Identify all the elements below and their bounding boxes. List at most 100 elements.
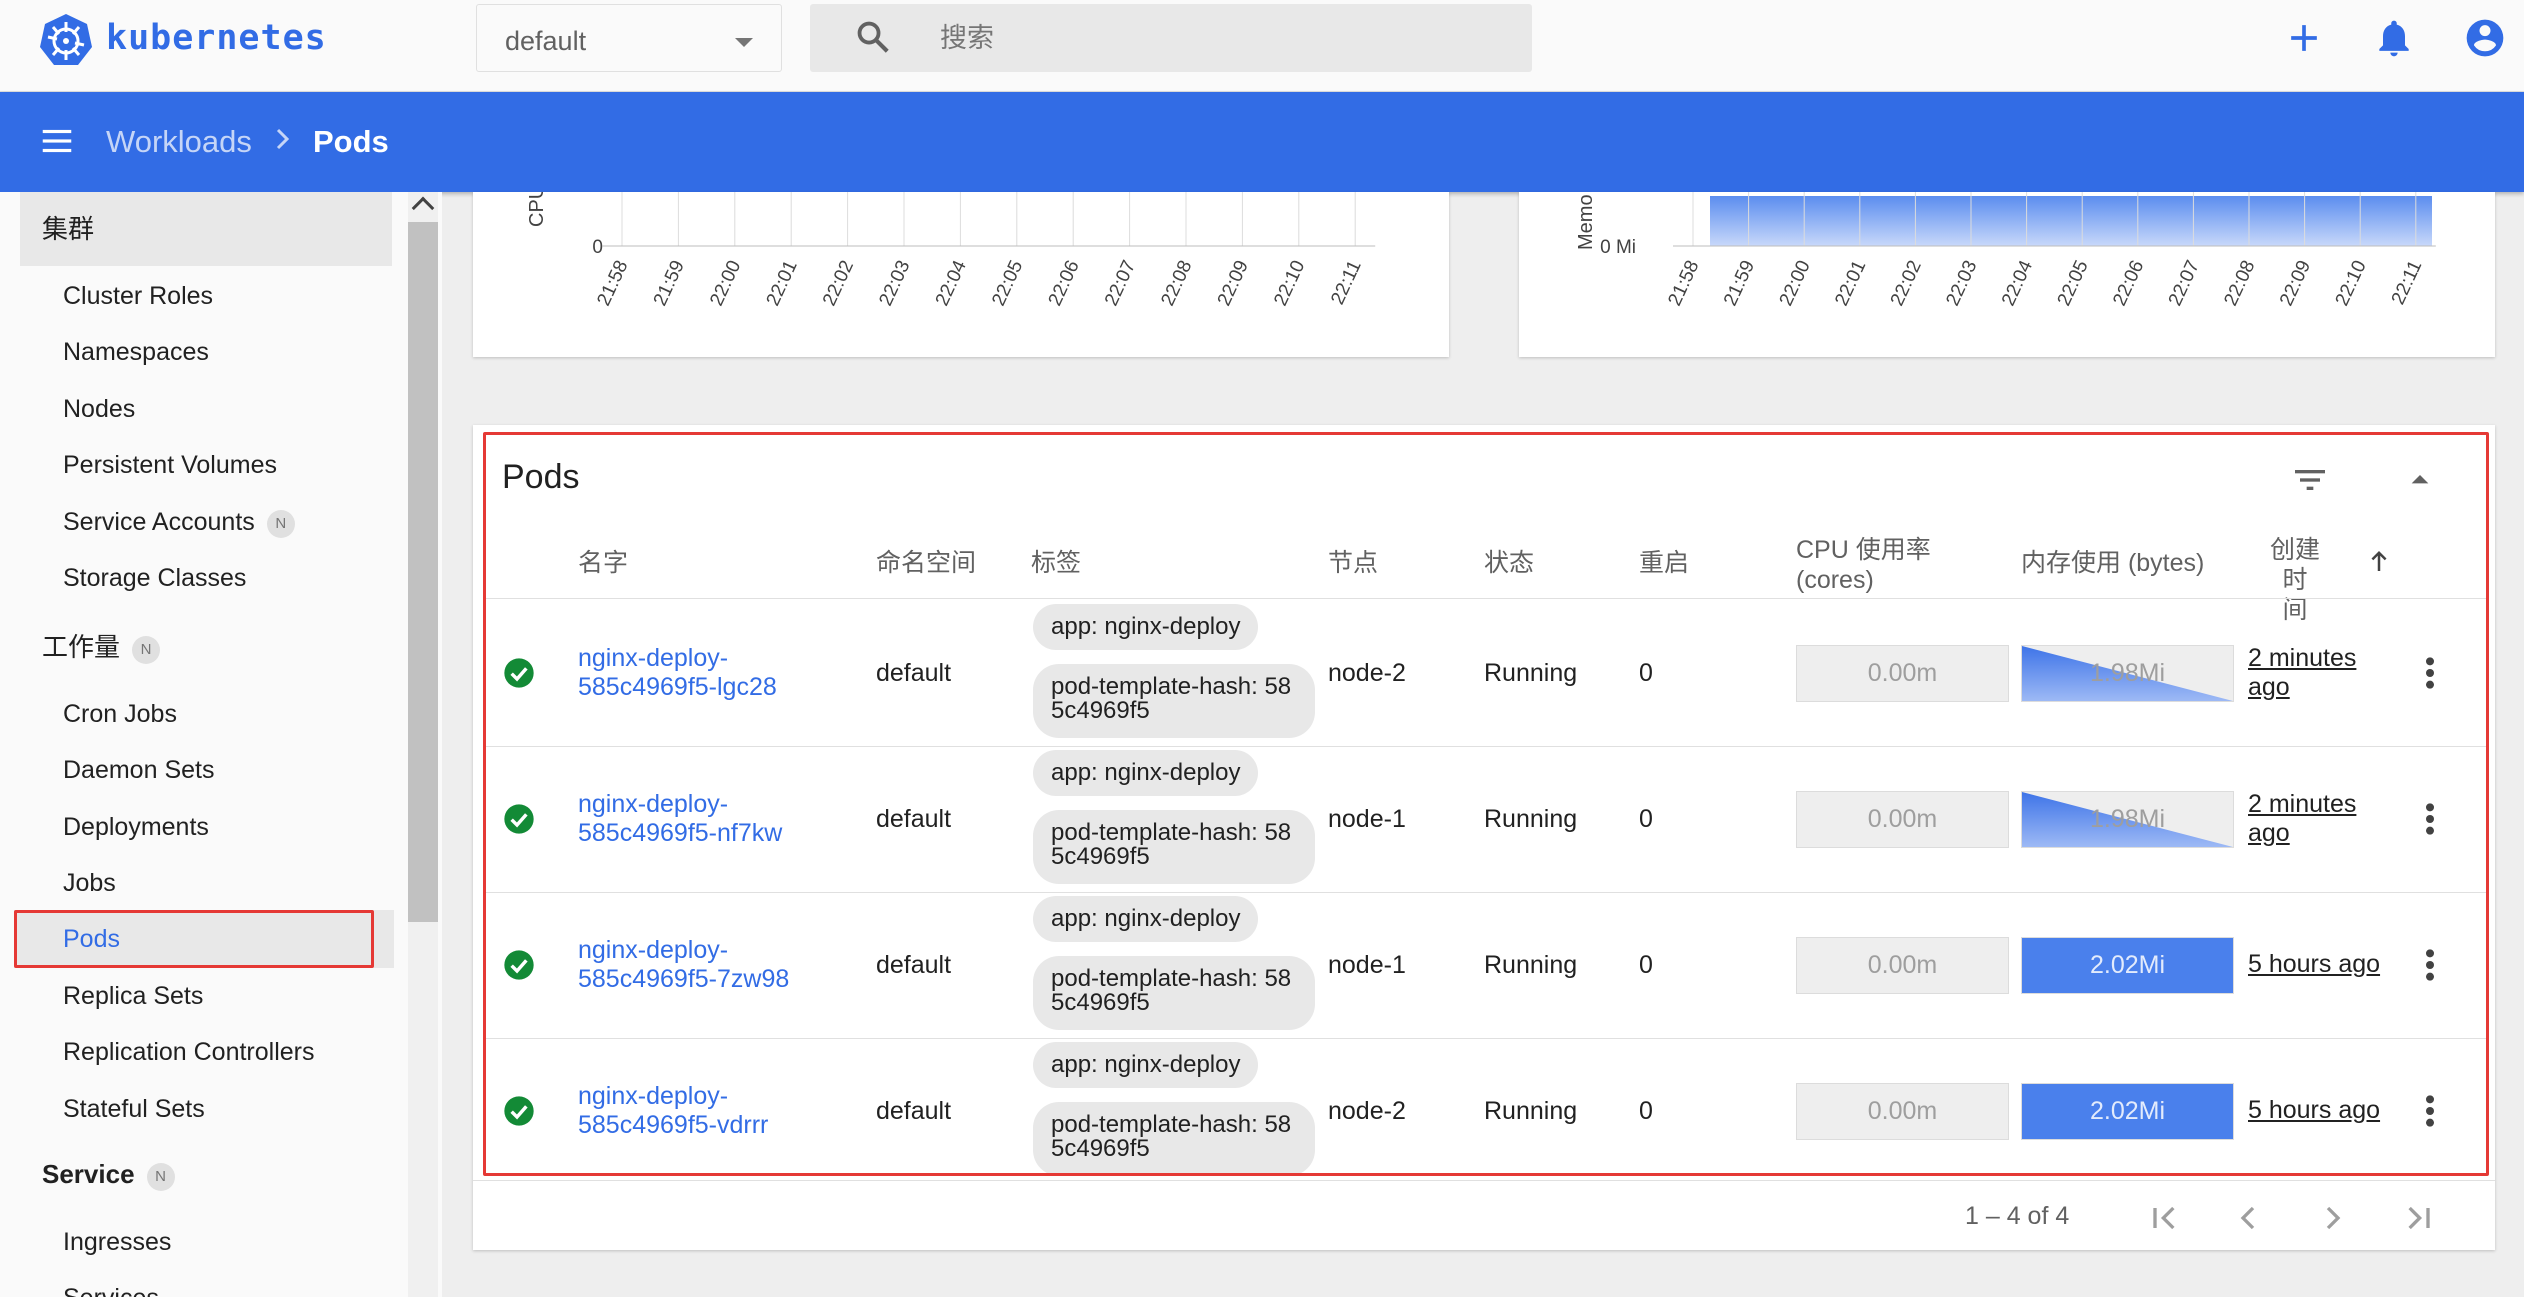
pod-name-line2: 585c4969f5-7zw98 [578, 965, 790, 993]
mem-chart-ytick: 0 Mi [1600, 237, 1636, 258]
search-input[interactable] [940, 18, 1500, 58]
memory-sparkline [2022, 1084, 2233, 1139]
col-header-cpu: CPU 使用率 (cores) [1796, 535, 1931, 595]
sidebar-section-label: 工作量 [42, 632, 121, 662]
breadcrumb-workloads[interactable]: Workloads [106, 124, 252, 159]
pod-namespace: default [876, 659, 952, 687]
plus-icon[interactable] [2282, 16, 2326, 60]
row-divider [486, 892, 2486, 893]
cpu-chart-grid [602, 192, 1376, 247]
sidebar-item-persistent-volumes[interactable]: Persistent Volumes [63, 451, 277, 479]
cpu-usage-sparkline: 0.00m [1796, 645, 2009, 702]
sidebar-scrollbar[interactable] [408, 192, 438, 1297]
sidebar-item-pods[interactable]: Pods [63, 925, 120, 953]
sidebar-pods-highlight [14, 910, 374, 968]
namespace-value: default [505, 26, 587, 56]
sidebar-section-workloads[interactable]: 工作量 N [20, 610, 392, 684]
menu-icon[interactable] [38, 122, 76, 160]
col-header-created[interactable]: 创建时 间 [2258, 535, 2332, 625]
age-line2: ago [2248, 819, 2290, 847]
search-bar [810, 4, 1532, 72]
sidebar-section-service[interactable]: Service N [20, 1137, 392, 1211]
breadcrumb-current: Pods [313, 124, 389, 159]
pod-name-link[interactable]: nginx-deploy- 585c4969f5-7zw98 [578, 936, 789, 994]
sidebar-item-storage-classes[interactable]: Storage Classes [63, 564, 247, 592]
label-chip: pod-template-hash: 585c4969f5 [1033, 810, 1315, 884]
namespace-select[interactable]: default [476, 4, 782, 72]
col-header-status[interactable]: 状态 [1484, 549, 1535, 577]
pod-name-link[interactable]: nginx-deploy- 585c4969f5-nf7kw [578, 790, 782, 848]
sidebar-item-cluster-roles[interactable]: Cluster Roles [63, 282, 214, 310]
sort-ascending-icon[interactable] [2364, 546, 2394, 576]
chart-xtick: 22:01 [1831, 257, 1870, 309]
sidebar-item-daemon-sets[interactable]: Daemon Sets [63, 756, 215, 784]
cpu-chart-ylabel: CPU [526, 192, 548, 227]
sidebar-item-replication-controllers[interactable]: Replication Controllers [63, 1038, 315, 1066]
chevron-down-icon [735, 38, 753, 47]
sidebar-section-label: Service [42, 1159, 135, 1189]
sidebar-item-cron-jobs[interactable]: Cron Jobs [63, 700, 177, 728]
label-chip: pod-template-hash: 585c4969f5 [1033, 956, 1315, 1030]
sidebar-item-service-accounts[interactable]: Service Accounts N [63, 502, 295, 542]
pod-namespace: default [876, 1097, 952, 1125]
pod-age-link[interactable]: 2 minutes ago [2248, 790, 2356, 848]
more-vert-icon[interactable] [2418, 799, 2442, 839]
col-header-namespace[interactable]: 命名空间 [876, 549, 977, 577]
pod-age-link[interactable]: 5 hours ago [2248, 950, 2380, 979]
chart-xtick: 22:06 [1045, 257, 1084, 309]
memory-usage-card: Memo 0 Mi 21:58 21:59 22:00 22:01 22:02 22:03… [1519, 192, 2495, 357]
sidebar-item-services[interactable]: Services [63, 1278, 159, 1297]
check-circle-icon [504, 658, 534, 688]
label-chip: app: nginx-deploy [1033, 896, 1259, 942]
more-vert-icon[interactable] [2418, 653, 2442, 693]
pod-name-link[interactable]: nginx-deploy- 585c4969f5-lgc28 [578, 644, 777, 702]
memory-sparkline [2022, 792, 2233, 847]
memory-usage-box: 1.98Mi [2021, 645, 2234, 702]
col-header-restarts[interactable]: 重启 [1639, 549, 1690, 577]
sidebar-item-deployments[interactable]: Deployments [63, 813, 209, 841]
previous-page-icon[interactable] [2228, 1198, 2268, 1238]
pod-name-link[interactable]: nginx-deploy- 585c4969f5-vdrrr [578, 1082, 768, 1140]
kubernetes-logo-icon[interactable] [38, 12, 94, 68]
brand-name[interactable]: kubernetes [106, 18, 327, 58]
chart-xtick: 22:01 [763, 257, 802, 309]
scroll-up-icon[interactable] [411, 196, 435, 220]
sidebar-item-stateful-sets[interactable]: Stateful Sets [63, 1095, 205, 1123]
pod-namespace: default [876, 805, 952, 833]
chart-xtick: 22:00 [1776, 257, 1815, 309]
scrollbar-thumb[interactable] [408, 222, 438, 922]
sidebar-item-jobs[interactable]: Jobs [63, 869, 116, 897]
account-icon[interactable] [2463, 16, 2507, 60]
first-page-icon[interactable] [2145, 1198, 2185, 1238]
bell-icon[interactable] [2372, 16, 2416, 60]
next-page-icon[interactable] [2313, 1198, 2353, 1238]
chart-xtick: 21:58 [1664, 257, 1703, 309]
collapse-icon[interactable] [2400, 460, 2440, 500]
sidebar-item-ingresses[interactable]: Ingresses [63, 1228, 172, 1256]
last-page-icon[interactable] [2398, 1198, 2438, 1238]
more-vert-icon[interactable] [2418, 945, 2442, 985]
chevron-right-icon [276, 128, 290, 150]
col-header-name[interactable]: 名字 [578, 549, 629, 577]
chart-xtick: 22:08 [1157, 257, 1196, 309]
search-icon [857, 21, 889, 53]
sidebar-item-namespaces[interactable]: Namespaces [63, 338, 209, 366]
pod-name-line1: nginx-deploy- [578, 644, 729, 672]
pod-status: Running [1484, 805, 1578, 833]
more-vert-icon[interactable] [2418, 1091, 2442, 1131]
filter-icon[interactable] [2290, 460, 2330, 500]
pod-age-link[interactable]: 2 minutes ago [2248, 644, 2356, 702]
sidebar-item-replica-sets[interactable]: Replica Sets [63, 982, 204, 1010]
sidebar-section-cluster[interactable]: 集群 [20, 192, 392, 266]
col-header-node[interactable]: 节点 [1328, 549, 1379, 577]
chart-xtick: 22:11 [1327, 257, 1366, 308]
pod-age-link[interactable]: 5 hours ago [2248, 1096, 2380, 1125]
cpu-usage-sparkline: 0.00m [1796, 1083, 2009, 1140]
pod-node: node-2 [1328, 1097, 1406, 1125]
chart-xtick: 22:09 [1214, 257, 1253, 309]
chart-xtick: 22:00 [706, 257, 745, 309]
sidebar-item-nodes[interactable]: Nodes [63, 395, 136, 423]
memory-usage-chart: Memo 0 Mi 21:58 21:59 22:00 22:01 22:02 22:03… [1575, 192, 2436, 309]
pod-name-line2: 585c4969f5-lgc28 [578, 673, 777, 701]
chart-xtick: 22:06 [2109, 257, 2148, 309]
